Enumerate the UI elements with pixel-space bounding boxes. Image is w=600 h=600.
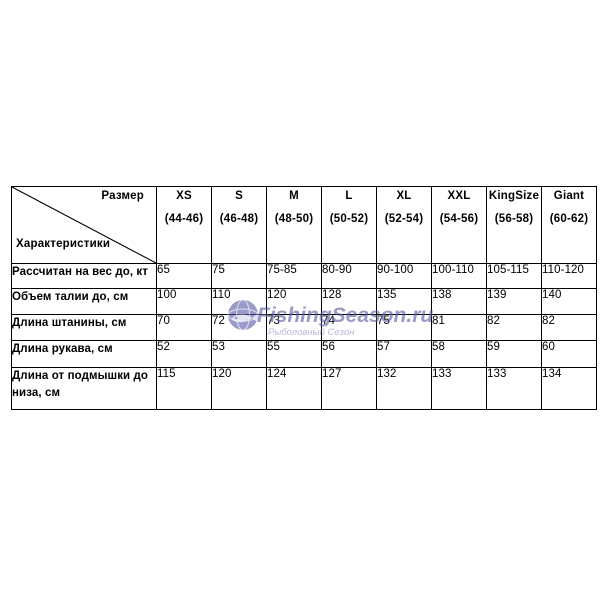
size-range-xs: (44-46) xyxy=(164,213,204,225)
cell-waist-giant: 140 xyxy=(541,288,597,315)
cell-leg-kingsize: 82 xyxy=(486,314,542,341)
cell-leg-xs: 70 xyxy=(156,314,212,341)
size-header-kingsize: KingSize (56-58) xyxy=(486,186,542,264)
cell-weight-kingsize: 105-115 xyxy=(486,263,542,289)
table-row: Длина штанины, см 70 72 73 74 75 81 82 8… xyxy=(11,314,597,341)
size-range-s: (46-48) xyxy=(219,213,259,225)
cell-leg-xl: 75 xyxy=(376,314,432,341)
corner-header-cell: Размер Характеристики xyxy=(11,186,157,264)
size-range-kingsize: (56-58) xyxy=(494,213,534,225)
cell-sleeve-s: 53 xyxy=(211,340,267,368)
cell-armpit-l: 127 xyxy=(321,367,377,410)
cell-sleeve-m: 55 xyxy=(266,340,322,368)
size-name-xs: XS xyxy=(176,190,192,202)
cell-weight-s: 75 xyxy=(211,263,267,289)
cell-armpit-xs: 115 xyxy=(156,367,212,410)
size-name-giant: Giant xyxy=(553,190,585,202)
cell-armpit-kingsize: 133 xyxy=(486,367,542,410)
cell-sleeve-kingsize: 59 xyxy=(486,340,542,368)
size-header-xs: XS (44-46) xyxy=(156,186,212,264)
size-range-giant: (60-62) xyxy=(549,213,589,225)
cell-waist-m: 120 xyxy=(266,288,322,315)
table-header-row: Размер Характеристики XS (44-46) S (46-4… xyxy=(11,186,597,264)
cell-waist-xs: 100 xyxy=(156,288,212,315)
row-label-leg: Длина штанины, см xyxy=(11,314,157,341)
size-header-s: S (46-48) xyxy=(211,186,267,264)
size-name-l: L xyxy=(345,190,353,202)
size-range-m: (48-50) xyxy=(274,213,314,225)
cell-waist-xxl: 138 xyxy=(431,288,487,315)
cell-sleeve-giant: 60 xyxy=(541,340,597,368)
size-name-kingsize: KingSize xyxy=(488,190,540,202)
cell-waist-s: 110 xyxy=(211,288,267,315)
size-range-xl: (52-54) xyxy=(384,213,424,225)
cell-weight-xs: 65 xyxy=(156,263,212,289)
cell-leg-xxl: 81 xyxy=(431,314,487,341)
size-name-xl: XL xyxy=(396,190,412,202)
cell-armpit-m: 124 xyxy=(266,367,322,410)
cell-leg-s: 72 xyxy=(211,314,267,341)
cell-armpit-xl: 132 xyxy=(376,367,432,410)
diagonal-divider-icon xyxy=(12,187,156,263)
corner-size-label: Размер xyxy=(101,190,144,202)
size-range-l: (50-52) xyxy=(329,213,369,225)
size-header-l: L (50-52) xyxy=(321,186,377,264)
size-range-xxl: (54-56) xyxy=(439,213,479,225)
cell-leg-l: 74 xyxy=(321,314,377,341)
size-name-s: S xyxy=(235,190,243,202)
table-row: Рассчитан на вес до, кт 65 75 75-85 80-9… xyxy=(11,263,597,289)
cell-weight-l: 80-90 xyxy=(321,263,377,289)
table-row: Длина рукава, см 52 53 55 56 57 58 59 60 xyxy=(11,340,597,368)
row-label-sleeve: Длина рукава, см xyxy=(11,340,157,368)
cell-armpit-giant: 134 xyxy=(541,367,597,410)
size-header-m: M (48-50) xyxy=(266,186,322,264)
row-label-waist: Объем талии до, см xyxy=(11,288,157,315)
cell-armpit-xxl: 133 xyxy=(431,367,487,410)
cell-sleeve-l: 56 xyxy=(321,340,377,368)
cell-waist-kingsize: 139 xyxy=(486,288,542,315)
size-chart-container: Размер Характеристики XS (44-46) S (46-4… xyxy=(11,186,597,410)
corner-characteristics-label: Характеристики xyxy=(16,238,111,250)
size-header-giant: Giant (60-62) xyxy=(541,186,597,264)
size-header-xl: XL (52-54) xyxy=(376,186,432,264)
cell-sleeve-xs: 52 xyxy=(156,340,212,368)
cell-sleeve-xl: 57 xyxy=(376,340,432,368)
cell-leg-giant: 82 xyxy=(541,314,597,341)
table-row: Объем талии до, см 100 110 120 128 135 1… xyxy=(11,288,597,315)
cell-waist-xl: 135 xyxy=(376,288,432,315)
cell-weight-giant: 110-120 xyxy=(541,263,597,289)
size-chart-table: Размер Характеристики XS (44-46) S (46-4… xyxy=(11,186,597,410)
size-header-xxl: XXL (54-56) xyxy=(431,186,487,264)
row-label-armpit-length: Длина от подмышки до низа, см xyxy=(11,367,157,410)
cell-armpit-s: 120 xyxy=(211,367,267,410)
cell-weight-m: 75-85 xyxy=(266,263,322,289)
cell-sleeve-xxl: 58 xyxy=(431,340,487,368)
cell-weight-xxl: 100-110 xyxy=(431,263,487,289)
row-label-weight: Рассчитан на вес до, кт xyxy=(11,263,157,289)
size-name-m: M xyxy=(289,190,299,202)
cell-waist-l: 128 xyxy=(321,288,377,315)
cell-weight-xl: 90-100 xyxy=(376,263,432,289)
table-row: Длина от подмышки до низа, см 115 120 12… xyxy=(11,367,597,410)
size-name-xxl: XXL xyxy=(447,190,471,202)
cell-leg-m: 73 xyxy=(266,314,322,341)
